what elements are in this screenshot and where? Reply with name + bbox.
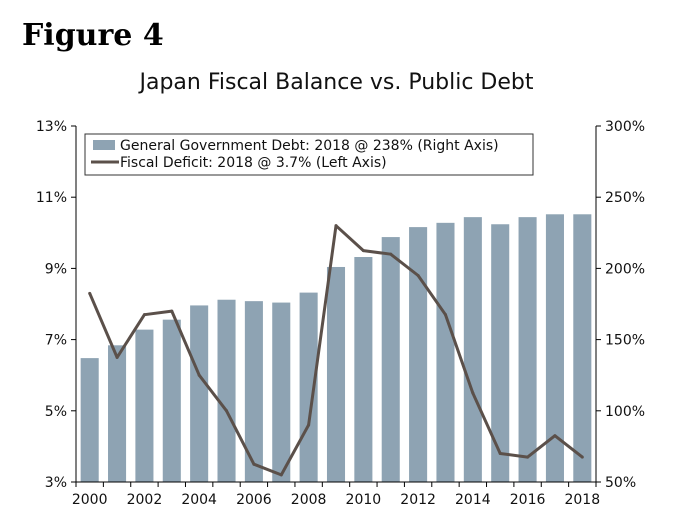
left-tick-label: 13%: [36, 119, 67, 135]
x-tick-label: 2014: [455, 492, 491, 508]
debt-bar-2015: [491, 224, 510, 483]
x-tick-label: 2000: [72, 492, 108, 508]
debt-bar-2005: [217, 299, 236, 482]
deficit-point-2003: [170, 309, 174, 313]
left-tick-label: 9%: [45, 261, 67, 277]
debt-bars: [80, 214, 592, 483]
legend-swatch-debt: [93, 140, 115, 150]
debt-bar-2010: [354, 257, 373, 482]
deficit-point-2015: [498, 452, 502, 456]
chart-title: Japan Fiscal Balance vs. Public Debt: [139, 70, 534, 95]
deficit-point-2008: [307, 423, 311, 427]
legend-box: [84, 133, 534, 176]
x-tick-label: 2008: [291, 492, 327, 508]
right-tick-label: 300%: [605, 119, 645, 135]
debt-bar-2009: [326, 266, 346, 482]
deficit-line: [88, 224, 584, 477]
debt-bar-2014: [463, 217, 482, 483]
debt-bar-2018: [573, 214, 592, 482]
deficit-point-2000: [88, 291, 92, 295]
debt-bar-2006: [244, 301, 263, 482]
right-tick-label: 150%: [605, 333, 645, 349]
right-tick-label: 100%: [605, 404, 645, 420]
x-tick-label: 2010: [346, 492, 382, 508]
deficit-point-2004: [197, 373, 201, 377]
x-tick-label: 2004: [181, 492, 217, 508]
debt-bar-2004: [190, 305, 209, 482]
figure-label: Figure 4: [22, 18, 164, 53]
deficit-point-2014: [471, 391, 475, 395]
legend: General Government Debt: 2018 @ 238% (Ri…: [84, 133, 534, 176]
deficit-point-2002: [142, 313, 146, 317]
deficit-point-2016: [526, 455, 530, 459]
debt-bar-2007: [272, 302, 291, 482]
x-tick-label: 2006: [236, 492, 272, 508]
deficit-point-2007: [279, 473, 283, 477]
deficit-point-2001: [115, 355, 119, 359]
left-tick-label: 11%: [36, 190, 67, 206]
legend-label-deficit: Fiscal Deficit: 2018 @ 3.7% (Left Axis): [120, 155, 387, 171]
debt-bar-2002: [135, 329, 154, 482]
deficit-point-2009: [334, 224, 338, 228]
axes: 3% 5% 7% 9% 11% 13% 50% 100% 150% 200% 250% 300% 200…: [36, 119, 645, 508]
x-tick-label: 2012: [400, 492, 436, 508]
left-tick-label: 7%: [45, 333, 67, 349]
x-tick-label: 2002: [127, 492, 163, 508]
debt-bar-2012: [409, 227, 428, 482]
right-tick-label: 250%: [605, 190, 645, 206]
x-tick-label: 2018: [564, 492, 600, 508]
deficit-point-2006: [252, 462, 256, 466]
legend-label-debt: General Government Debt: 2018 @ 238% (Ri…: [120, 138, 499, 154]
deficit-point-2005: [225, 409, 229, 413]
x-tick-label: 2016: [510, 492, 546, 508]
debt-bar-2011: [381, 237, 400, 482]
deficit-point-2012: [416, 274, 420, 278]
debt-bar-2003: [162, 319, 181, 482]
left-tick-label: 5%: [45, 404, 67, 420]
deficit-point-2017: [553, 434, 557, 438]
deficit-point-2011: [389, 252, 393, 256]
left-tick-label: 3%: [45, 475, 67, 491]
debt-bar-2013: [436, 222, 455, 482]
right-tick-label: 200%: [605, 261, 645, 277]
deficit-point-2018: [580, 455, 584, 459]
deficit-point-2013: [443, 313, 447, 317]
debt-bar-2016: [518, 217, 537, 483]
deficit-point-2010: [361, 249, 365, 253]
right-tick-label: 50%: [605, 475, 636, 491]
debt-bar-2000: [80, 358, 99, 482]
debt-bar-2001: [108, 345, 127, 482]
debt-bar-2017: [545, 214, 564, 482]
